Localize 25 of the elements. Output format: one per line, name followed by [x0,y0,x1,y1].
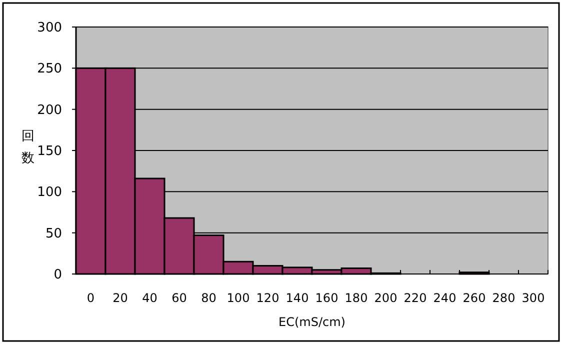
x-tick-label: 20 [112,291,128,305]
y-tick-label: 300 [37,20,62,36]
x-tick-label: 160 [315,291,338,305]
y-tick-label: 50 [45,226,62,242]
y-axis-title: 回数 [22,129,34,166]
x-tick-label: 200 [374,291,398,305]
x-tick-label: 0 [86,291,95,305]
y-tick-label: 250 [37,62,62,77]
x-tick-label: 140 [286,291,309,305]
x-tick-label: 180 [344,291,368,305]
x-tick-label: 120 [256,291,280,305]
x-tick-label: 80 [201,291,216,305]
y-tick-label: 150 [37,144,62,160]
x-tick-label: 60 [172,291,187,305]
y-tick-label: 200 [37,102,62,118]
x-tick-label: 280 [492,291,516,305]
x-tick-label: 240 [433,291,456,305]
x-tick-label: 220 [404,291,427,305]
x-tick-label: 40 [142,291,158,305]
x-tick-label: 100 [226,291,250,305]
y-tick-label: 0 [54,268,62,283]
x-axis-title: EC(mS/cm) [278,315,346,329]
x-tick-label: 260 [462,291,486,305]
x-tick-label: 300 [522,291,545,305]
y-tick-label: 100 [37,185,62,200]
